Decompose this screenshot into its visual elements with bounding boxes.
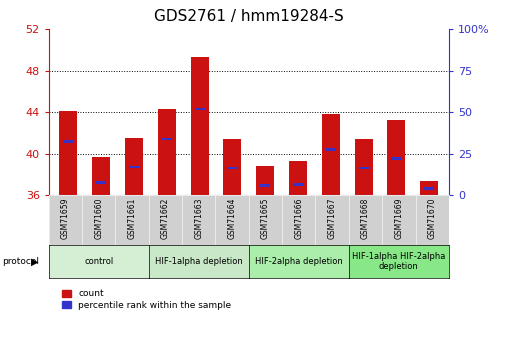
Text: GSM71666: GSM71666 (294, 197, 303, 239)
Bar (227, 167, 238, 169)
Text: GSM71668: GSM71668 (361, 197, 370, 239)
Text: control: control (84, 257, 113, 266)
Bar (420, 181, 438, 195)
Bar (387, 120, 405, 195)
Bar (289, 161, 307, 195)
Bar (96, 181, 106, 184)
Text: GSM71661: GSM71661 (128, 197, 136, 239)
Legend: count, percentile rank within the sample: count, percentile rank within the sample (58, 286, 235, 314)
Bar (359, 167, 368, 169)
Text: GDS2761 / hmm19284-S: GDS2761 / hmm19284-S (154, 9, 344, 23)
Text: HIF-1alpha depletion: HIF-1alpha depletion (155, 257, 243, 266)
Bar (326, 148, 336, 151)
Bar (260, 184, 270, 187)
Bar (424, 187, 434, 190)
Bar (293, 183, 303, 186)
Text: GSM71660: GSM71660 (94, 197, 103, 239)
Bar (322, 114, 340, 195)
Bar (256, 166, 274, 195)
Text: GSM71663: GSM71663 (194, 197, 203, 239)
Bar (191, 57, 209, 195)
Text: HIF-1alpha HIF-2alpha
depletion: HIF-1alpha HIF-2alpha depletion (352, 252, 446, 271)
Bar (92, 157, 110, 195)
Text: GSM71670: GSM71670 (428, 197, 437, 239)
Text: ▶: ▶ (31, 256, 38, 266)
Text: GSM71669: GSM71669 (394, 197, 403, 239)
Bar (194, 108, 205, 110)
Bar (354, 139, 372, 195)
Bar (223, 139, 242, 195)
Text: GSM71664: GSM71664 (228, 197, 236, 239)
Bar (162, 138, 172, 140)
Bar (158, 109, 176, 195)
Text: GSM71665: GSM71665 (261, 197, 270, 239)
Bar (391, 157, 401, 160)
Bar (60, 111, 77, 195)
Bar (64, 140, 73, 142)
Text: GSM71667: GSM71667 (328, 197, 337, 239)
Bar (125, 138, 143, 195)
Text: HIF-2alpha depletion: HIF-2alpha depletion (255, 257, 343, 266)
Text: GSM71659: GSM71659 (61, 197, 70, 239)
Text: protocol: protocol (3, 257, 40, 266)
Bar (129, 166, 139, 168)
Text: GSM71662: GSM71662 (161, 197, 170, 239)
